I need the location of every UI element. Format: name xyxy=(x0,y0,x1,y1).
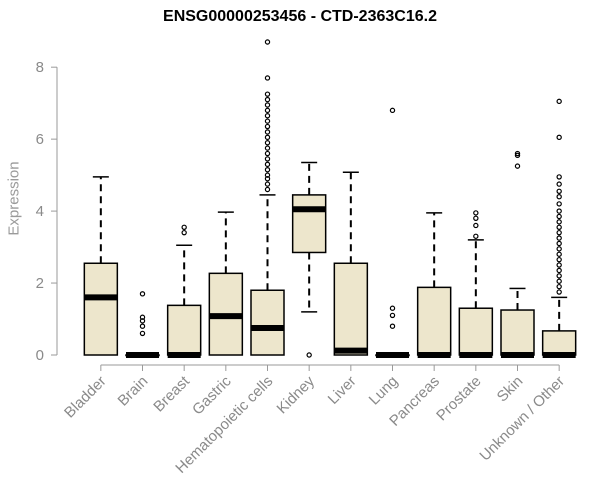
outlier-point xyxy=(389,323,396,329)
outlier-point xyxy=(139,330,146,337)
box-iqr xyxy=(541,330,577,356)
outlier-point xyxy=(139,323,146,329)
outlier-point xyxy=(473,210,479,216)
box-iqr xyxy=(416,286,452,356)
outlier-point xyxy=(556,267,562,274)
outlier-point xyxy=(389,312,396,319)
outlier-point xyxy=(264,150,271,157)
outlier-point xyxy=(264,167,271,173)
box-iqr xyxy=(500,309,535,356)
outlier-point xyxy=(556,278,562,284)
outlier-point xyxy=(556,240,562,247)
outlier-point xyxy=(389,305,396,311)
outlier-point xyxy=(264,39,271,45)
outlier-point xyxy=(264,123,271,130)
box-iqr xyxy=(166,304,202,356)
y-tick-label: 8 xyxy=(36,59,44,76)
outlier-point xyxy=(264,96,271,103)
outlier-point xyxy=(181,224,187,230)
outlier-point xyxy=(473,215,479,221)
outlier-point xyxy=(556,273,562,279)
outlier-point xyxy=(264,186,271,193)
outlier-point xyxy=(473,222,479,229)
outlier-point xyxy=(473,233,479,239)
outlier-point xyxy=(556,194,562,200)
outlier-point xyxy=(264,75,271,81)
x-tick-label: Lung xyxy=(366,373,402,409)
outlier-point xyxy=(181,229,187,236)
outlier-point xyxy=(556,181,562,187)
outlier-point xyxy=(556,246,562,252)
outlier-point xyxy=(556,262,562,268)
outlier-point xyxy=(556,224,562,230)
outlier-point xyxy=(139,314,146,320)
y-tick-label: 4 xyxy=(36,203,44,220)
y-tick-label: 6 xyxy=(36,131,44,148)
outlier-point xyxy=(556,283,562,290)
box-iqr xyxy=(250,289,285,356)
x-tick-label: Kidney xyxy=(274,372,319,417)
outlier-point xyxy=(139,291,146,297)
outlier-point xyxy=(306,352,312,358)
y-tick-label: 2 xyxy=(36,275,44,292)
outlier-point xyxy=(556,98,562,105)
chart-title: ENSG00000253456 - CTD-2363C16.2 xyxy=(163,8,437,25)
outlier-point xyxy=(556,188,562,195)
outlier-point xyxy=(264,156,271,162)
outlier-point xyxy=(264,118,271,124)
outlier-point xyxy=(556,251,562,257)
outlier-point xyxy=(556,208,562,214)
outlier-point xyxy=(556,213,562,220)
outlier-point xyxy=(264,176,271,182)
y-tick-label: 0 xyxy=(36,347,44,364)
outlier-point xyxy=(556,174,562,180)
x-tick-label: Skin xyxy=(494,373,527,406)
outlier-point xyxy=(264,140,271,146)
box-iqr xyxy=(458,307,494,356)
outlier-point xyxy=(514,152,521,159)
outlier-point xyxy=(556,289,562,295)
box-iqr xyxy=(291,194,327,254)
outlier-point xyxy=(556,134,562,141)
box-iqr xyxy=(333,262,369,356)
outlier-point xyxy=(556,219,562,225)
outlier-point xyxy=(556,229,562,236)
box-iqr xyxy=(83,262,119,356)
outlier-point xyxy=(556,235,562,241)
outlier-point xyxy=(264,145,271,151)
x-tick-label: Brain xyxy=(115,373,152,410)
outlier-point xyxy=(264,161,271,168)
x-tick-label: Liver xyxy=(325,373,360,408)
outlier-point xyxy=(264,107,271,114)
outlier-point xyxy=(264,181,271,187)
outlier-point xyxy=(139,318,146,324)
outlier-point xyxy=(264,129,271,135)
outlier-point xyxy=(264,102,271,108)
x-tick-label: Breast xyxy=(150,372,193,415)
outlier-point xyxy=(389,107,396,114)
outlier-point xyxy=(556,256,562,263)
outlier-point xyxy=(556,201,562,207)
outlier-point xyxy=(264,134,271,141)
outlier-point xyxy=(264,172,271,178)
outlier-point xyxy=(514,150,521,157)
x-tick-label: Prostate xyxy=(433,373,485,425)
outlier-point xyxy=(514,163,521,169)
x-tick-label: Bladder xyxy=(61,373,110,422)
outlier-point xyxy=(264,113,271,119)
outlier-point xyxy=(264,91,271,97)
